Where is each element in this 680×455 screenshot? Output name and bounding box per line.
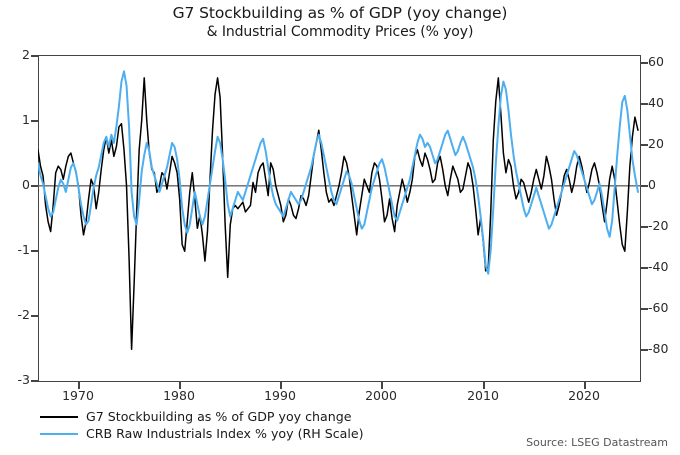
y-right-tick-m60: -60	[648, 300, 669, 315]
y-left-tickmark	[31, 315, 38, 317]
y-right-tickmark	[641, 185, 648, 187]
y-left-tick-1: 1	[22, 112, 30, 127]
x-tickmark	[381, 382, 383, 389]
y-right-tick-20: 20	[648, 136, 664, 151]
source-attribution: Source: LSEG Datastream	[526, 436, 668, 449]
chart-legend: G7 Stockbuilding as % of GDP yoy change …	[40, 409, 364, 443]
legend-label-crb: CRB Raw Industrials Index % yoy (RH Scal…	[86, 425, 364, 441]
legend-swatch-black	[40, 415, 78, 418]
y-left-tickmark	[31, 120, 38, 122]
y-left-tickmark	[31, 380, 38, 382]
x-tick-2010: 2010	[467, 388, 499, 403]
plot-frame	[38, 55, 641, 382]
plot-area	[38, 55, 641, 382]
y-left-tickmark	[31, 250, 38, 252]
x-tickmark	[78, 382, 80, 389]
y-right-tickmark	[641, 349, 648, 351]
y-right-tick-40: 40	[648, 95, 664, 110]
x-tick-1980: 1980	[163, 388, 195, 403]
y-right-tickmark	[641, 144, 648, 146]
y-right-tickmark	[641, 308, 648, 310]
series-line-stockbuilding	[38, 78, 638, 349]
y-left-tick-0: 0	[22, 177, 30, 192]
y-left-tickmark	[31, 185, 38, 187]
y-left-tick-m2: -2	[17, 307, 30, 322]
y-right-tickmark	[641, 103, 648, 105]
x-tick-1970: 1970	[62, 388, 94, 403]
legend-swatch-blue	[40, 432, 78, 435]
legend-item-stockbuilding: G7 Stockbuilding as % of GDP yoy change	[40, 409, 364, 424]
y-right-tick-m20: -20	[648, 218, 669, 233]
chart-title-line2: & Industrial Commodity Prices (% yoy)	[206, 24, 474, 40]
y-left-tick-m3: -3	[17, 372, 30, 387]
y-left-tick-2: 2	[22, 47, 30, 62]
y-right-tick-m40: -40	[648, 259, 669, 274]
legend-item-crb: CRB Raw Industrials Index % yoy (RH Scal…	[40, 426, 364, 441]
y-right-tickmark	[641, 62, 648, 64]
y-right-tickmark	[641, 267, 648, 269]
x-tick-2020: 2020	[568, 388, 600, 403]
x-tickmark	[584, 382, 586, 389]
x-tick-2000: 2000	[365, 388, 397, 403]
legend-label-stockbuilding: G7 Stockbuilding as % of GDP yoy change	[86, 408, 352, 424]
y-right-tick-0: 0	[648, 177, 656, 192]
y-right-tick-60: 60	[648, 54, 664, 69]
x-tickmark	[483, 382, 485, 389]
y-left-tickmark	[31, 55, 38, 57]
y-right-tickmark	[641, 226, 648, 228]
y-right-tick-m80: -80	[648, 341, 669, 356]
x-tickmark	[179, 382, 181, 389]
x-tickmark	[280, 382, 282, 389]
chart-title: G7 Stockbuilding as % of GDP (yoy change…	[0, 4, 680, 41]
chart-title-line1: G7 Stockbuilding as % of GDP (yoy change…	[172, 4, 508, 22]
y-left-tick-m1: -1	[17, 242, 30, 257]
chart-canvas	[38, 55, 641, 382]
series-line-crb	[38, 71, 638, 273]
x-tick-1990: 1990	[264, 388, 296, 403]
